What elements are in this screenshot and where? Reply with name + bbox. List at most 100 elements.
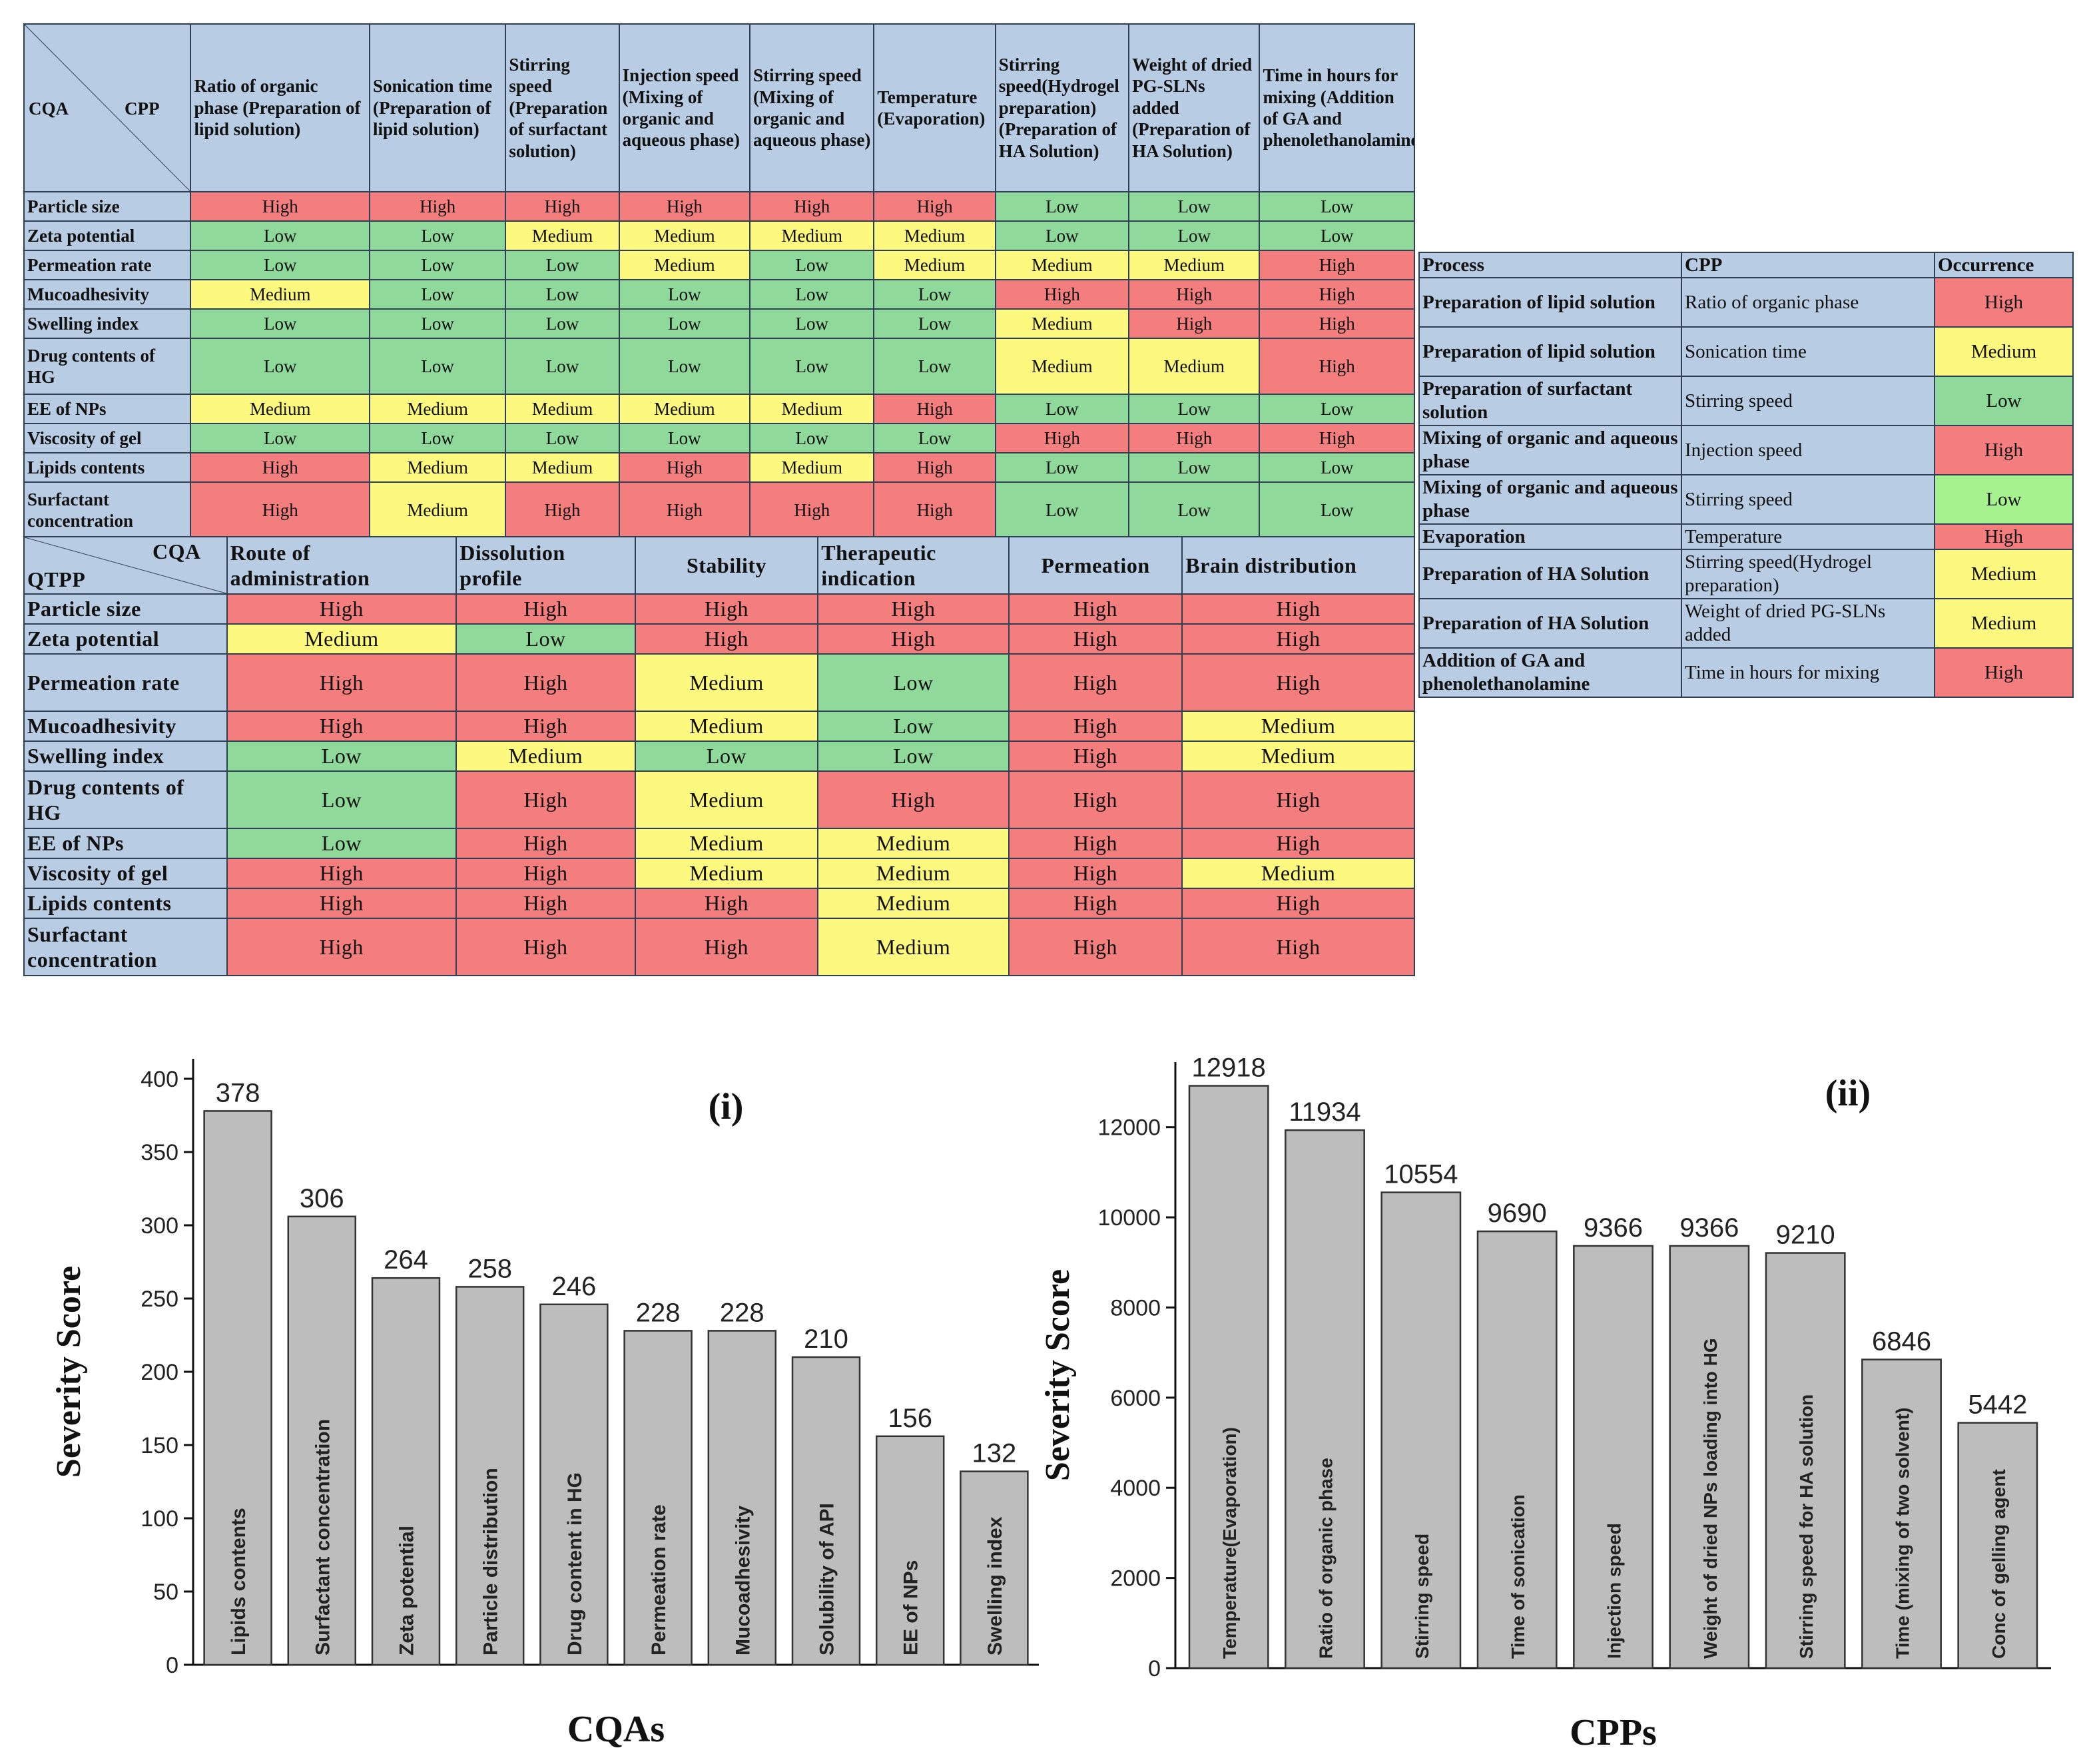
bar xyxy=(1861,1358,1942,1669)
risk-cell: High xyxy=(873,191,996,222)
category-label: Time (mixing of two solvent) xyxy=(1893,1407,1913,1659)
table-row: Preparation of lipid solution Sonication … xyxy=(1418,326,2074,377)
risk-cell: High xyxy=(634,623,819,655)
risk-cell: Low xyxy=(368,279,507,310)
cpp-cell: Weight of dried PG-SLNs added xyxy=(1681,598,1935,649)
risk-cell: Low xyxy=(749,279,875,310)
risk-cell: Low xyxy=(817,653,1010,712)
risk-cell: Medium xyxy=(1128,250,1261,280)
risk-cell: Low xyxy=(1259,191,1415,222)
table-row: Permeation rate High High Medium Low High High xyxy=(23,653,1415,712)
occurrence-cell: Medium xyxy=(1934,598,2074,649)
risk-cell: High xyxy=(873,452,996,483)
table-row: Preparation of lipid solution Ratio of or… xyxy=(1418,277,2074,328)
risk-cell: Low xyxy=(368,308,507,339)
risk-cell: High xyxy=(1259,423,1415,453)
bar xyxy=(539,1303,609,1666)
table-row: Viscosity of gel High High Medium Medium High… xyxy=(23,858,1415,889)
risk-cell: Low xyxy=(505,308,620,339)
y-tick-label: 6000 xyxy=(1110,1386,1161,1411)
risk-cell: High xyxy=(1008,653,1183,712)
risk-cell: Medium xyxy=(505,220,620,251)
cpp-cell: Injection speed xyxy=(1681,425,1935,475)
risk-cell: High xyxy=(455,770,636,829)
risk-cell: Medium xyxy=(1181,858,1415,889)
row-label: Surfactant concentration xyxy=(23,481,192,539)
bar xyxy=(960,1470,1029,1666)
column-header: Ratio of organic phase (Preparation of l… xyxy=(190,23,370,192)
risk-cell: Low xyxy=(1259,452,1415,483)
occurrence-cell: High xyxy=(1934,425,2074,475)
bar-value-label: 378 xyxy=(216,1078,260,1107)
header-row: CQA QTPP Route of administration Dissolutio… xyxy=(23,536,1415,595)
cpp-cell: Stirring speed(Hydrogel preparation) xyxy=(1681,549,1935,599)
risk-cell: High xyxy=(190,481,370,539)
process-cell: Evaporation xyxy=(1418,523,1682,550)
cpp-cell: Stirring speed xyxy=(1681,474,1935,525)
risk-cell: Low xyxy=(994,220,1130,251)
risk-cell: Medium xyxy=(618,250,751,280)
risk-cell: Low xyxy=(618,279,751,310)
column-header: Stability xyxy=(634,536,819,595)
bar xyxy=(875,1435,945,1666)
y-tick-label: 50 xyxy=(153,1580,178,1605)
category-label: Solubility of API xyxy=(816,1503,838,1655)
category-label: Stirring speed for HA solution xyxy=(1796,1394,1817,1659)
risk-cell: Medium xyxy=(368,481,507,539)
category-label: Mucoadhesivity xyxy=(732,1506,754,1655)
risk-cell: Low xyxy=(618,423,751,453)
column-header: CPP xyxy=(1681,252,1935,278)
column-header: Injection speed (Mixing of organic and a… xyxy=(618,23,751,192)
bar xyxy=(287,1215,357,1666)
y-tick-label: 0 xyxy=(1148,1656,1161,1681)
risk-cell: High xyxy=(1181,888,1415,919)
y-tick-label: 8000 xyxy=(1110,1295,1161,1321)
risk-cell: High xyxy=(455,653,636,712)
risk-cell: High xyxy=(226,593,457,625)
risk-cell: High xyxy=(1259,308,1415,339)
risk-cell: High xyxy=(1008,711,1183,742)
bar-value-label: 12918 xyxy=(1192,1053,1266,1083)
risk-cell: Medium xyxy=(994,338,1130,395)
bar xyxy=(1285,1129,1365,1669)
column-header: Route of administration xyxy=(226,536,457,595)
risk-cell: Low xyxy=(1128,191,1261,222)
risk-cell: Medium xyxy=(749,220,875,251)
bar-value-label: 9690 xyxy=(1488,1199,1547,1228)
risk-cell: Low xyxy=(618,338,751,395)
risk-cell: High xyxy=(368,191,507,222)
y-tick-label: 100 xyxy=(141,1506,178,1532)
risk-cell: Medium xyxy=(749,394,875,424)
risk-cell: High xyxy=(226,711,457,742)
risk-cell: Low xyxy=(1259,220,1415,251)
occurrence-cell: High xyxy=(1934,277,2074,328)
x-axis-title: CPPs xyxy=(1570,1712,1657,1753)
bar-value-label: 264 xyxy=(384,1245,428,1275)
row-label: Viscosity of gel xyxy=(23,423,192,453)
cpp-cell: Stirring speed xyxy=(1681,376,1935,426)
risk-cell: Low xyxy=(505,338,620,395)
risk-cell: High xyxy=(1008,918,1183,976)
risk-cell: High xyxy=(226,888,457,919)
category-label: Permeation rate xyxy=(648,1504,670,1655)
column-header: Stirring speed (Mixing of organic and aq… xyxy=(749,23,875,192)
risk-cell: Medium xyxy=(634,828,819,859)
cpp-cell: Sonication time xyxy=(1681,326,1935,377)
bar xyxy=(1669,1245,1750,1669)
process-occurrence-table: Process CPP Occurrence Preparation of lipid… xyxy=(1418,252,2074,698)
risk-cell: High xyxy=(634,888,819,919)
row-label: Lipids contents xyxy=(23,452,192,483)
process-cell: Preparation of lipid solution xyxy=(1418,277,1682,328)
category-label: Ratio of organic phase xyxy=(1316,1458,1337,1659)
occurrence-cell: Medium xyxy=(1934,549,2074,599)
table-row: Preparation of HA Solution Stirring speed… xyxy=(1418,549,2074,599)
table-row: Particle size High High High High High High Low… xyxy=(23,191,1415,222)
bar xyxy=(1957,1422,2038,1669)
risk-cell: Low xyxy=(368,250,507,280)
process-cell: Preparation of HA Solution xyxy=(1418,598,1682,649)
risk-cell: Low xyxy=(368,338,507,395)
cpp-cell: Temperature xyxy=(1681,523,1935,550)
occurrence-cell: High xyxy=(1934,523,2074,550)
risk-cell: High xyxy=(749,191,875,222)
risk-cell: High xyxy=(1181,770,1415,829)
